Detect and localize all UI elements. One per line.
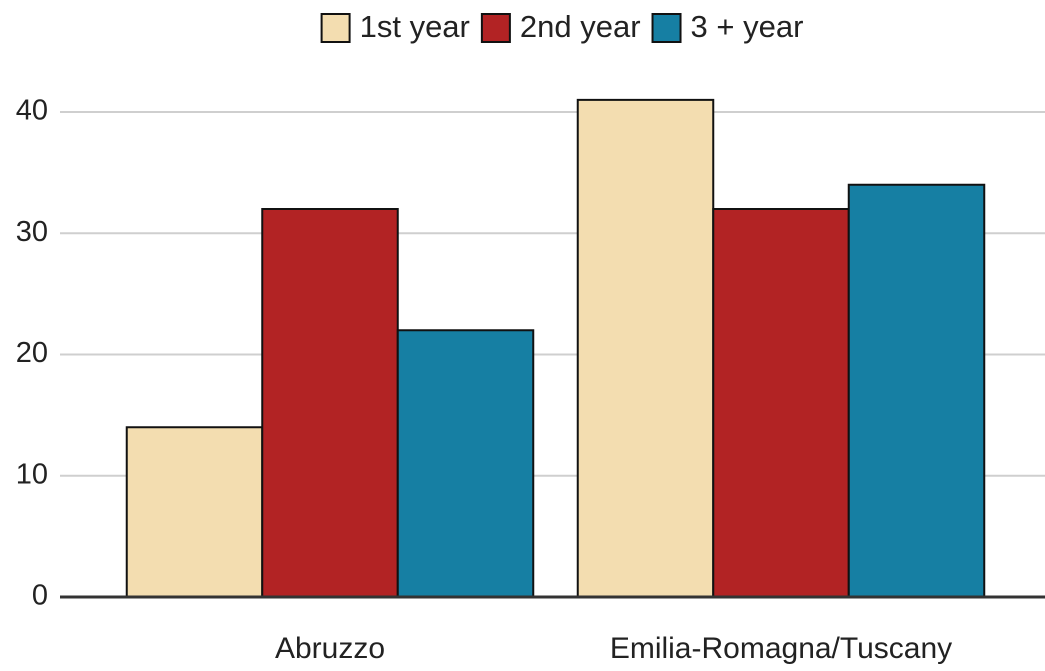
y-tick-label: 10: [16, 458, 48, 490]
y-tick-label: 40: [16, 95, 48, 127]
bar: [261, 208, 399, 598]
legend-label: 3 + year: [691, 9, 804, 44]
y-tick-label: 30: [16, 216, 48, 248]
bar: [847, 183, 986, 598]
legend-swatch: [480, 13, 511, 43]
legend-label: 1st year: [360, 9, 470, 44]
bar: [396, 329, 535, 598]
legend-label: 2nd year: [520, 9, 641, 44]
legend-swatch: [651, 13, 682, 43]
legend-swatch: [320, 13, 351, 43]
y-tick-label: 0: [32, 580, 48, 612]
bar: [576, 98, 715, 598]
x-tick-label: Abruzzo: [275, 632, 385, 665]
y-tick-label: 20: [16, 337, 48, 369]
x-tick-label: Emilia-Romagna/Tuscany: [610, 632, 952, 665]
bar: [712, 208, 850, 598]
legend: 1st year 2nd year 3 + year: [320, 9, 804, 44]
bar: [125, 426, 264, 598]
